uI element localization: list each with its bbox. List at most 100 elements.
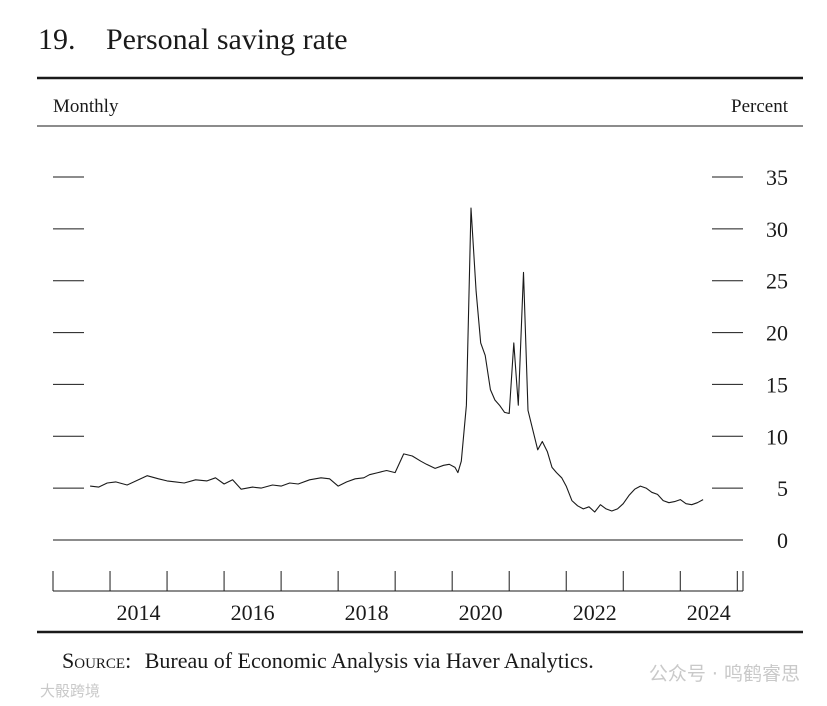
data-point [412,456,413,457]
data-point [606,508,607,509]
data-point [466,405,467,406]
data-point [680,499,681,500]
data-point [338,486,339,487]
data-point [90,486,91,487]
data-point [542,441,543,442]
data-point [552,467,553,468]
data-point [158,478,159,479]
data-point [167,480,168,481]
data-point [241,489,242,490]
data-point [195,479,196,480]
data-point [420,461,421,462]
data-point [674,501,675,502]
data-point [355,478,356,479]
data-point [509,413,510,414]
data-point [513,342,514,343]
chart-title: Personal saving rate [106,23,348,56]
data-point [207,480,208,481]
y-tick-label: 25 [766,269,788,294]
data-point [435,468,436,469]
data-point [657,494,658,495]
figure-number: 19. [38,23,76,56]
data-point [561,477,562,478]
data-point [611,511,612,512]
data-point [455,467,456,468]
y-tick-label: 15 [766,372,788,397]
data-point [594,512,595,513]
data-point [668,502,669,503]
data-point [663,500,664,501]
data-point [494,400,495,401]
data-point [589,506,590,507]
y-tick-label: 10 [766,424,788,449]
data-point [600,504,601,505]
data-point [537,449,538,450]
watermark-right: 公众号 · 鸣鹤睿思 [649,663,800,685]
source-note: Source: Bureau of Economic Analysis via … [62,648,594,673]
series-group [90,207,704,513]
data-point [583,508,584,509]
y-tick-label: 5 [777,476,788,501]
data-point [395,472,396,473]
data-point [480,342,481,343]
data-point [321,477,322,478]
data-point [107,483,108,484]
data-point [485,355,486,356]
data-point [281,486,282,487]
unit-label: Percent [731,96,789,117]
data-point [533,431,534,432]
data-point [215,477,216,478]
data-point [127,485,128,486]
data-point [272,485,273,486]
data-point [623,503,624,504]
data-point [232,479,233,480]
data-point [369,474,370,475]
y-tick-label: 30 [766,217,788,242]
data-point [138,479,139,480]
data-point [634,489,635,490]
series-line [90,207,704,513]
data-point [261,488,262,489]
data-point [504,412,505,413]
source-text: Bureau of Economic Analysis via Haver An… [145,648,594,673]
data-point [566,486,567,487]
data-point [577,505,578,506]
data-point [298,484,299,485]
data-point [691,504,692,505]
data-point [386,470,387,471]
data-point [457,472,458,473]
data-point [547,451,548,452]
watermark-left: 大骰跨境 [40,682,100,700]
data-point [461,461,462,462]
data-point [175,481,176,482]
data-point [363,477,364,478]
data-point [499,405,500,406]
data-point [651,492,652,493]
data-point [224,484,225,485]
x-tick-label: 2014 [117,600,161,625]
data-point [98,487,99,488]
y-tick-label: 0 [777,528,788,553]
data-point [449,464,450,465]
data-point [490,389,491,390]
frequency-label: Monthly [53,96,119,117]
data-point [403,453,404,454]
data-point [426,464,427,465]
data-point [617,508,618,509]
data-point [471,208,472,209]
x-tick-label: 2016 [231,600,275,625]
data-point [686,503,687,504]
data-point [115,481,116,482]
data-point [184,483,185,484]
data-point [378,472,379,473]
y-axis: 0 5 10 15 20 25 30 35 [53,165,788,553]
data-point [528,410,529,411]
data-point [697,502,698,503]
data-point [329,478,330,479]
data-point [629,495,630,496]
data-point [523,272,524,273]
data-point [476,291,477,292]
data-point [147,475,148,476]
